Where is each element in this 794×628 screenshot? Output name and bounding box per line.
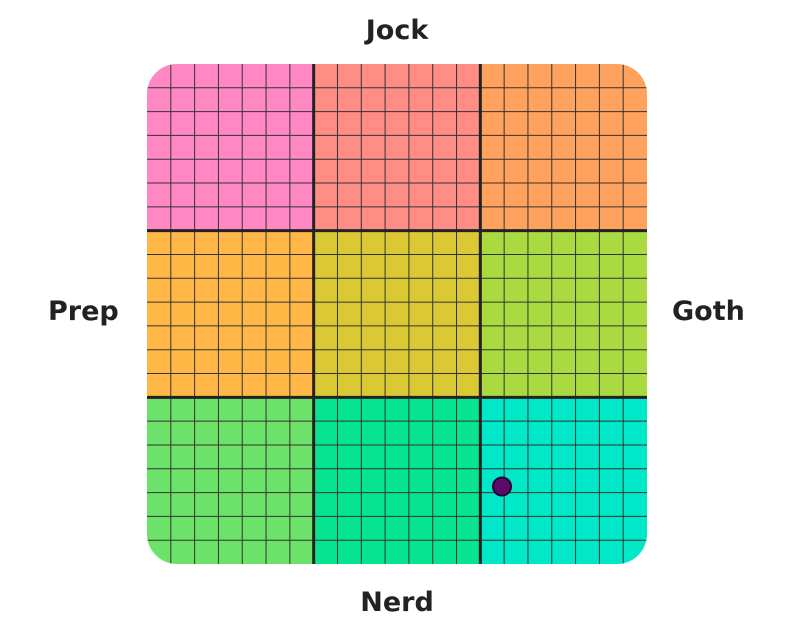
grid-cell-1-1 [313,230,481,398]
grid-cell-2-0 [147,397,315,564]
grid-cell-0-2 [480,64,647,232]
grid-cell-0-1 [313,64,481,232]
axis-label-right: Goth [672,296,745,327]
axis-label-left: Prep [48,296,119,327]
axis-label-bottom: Nerd [360,587,434,618]
grid-cell-0-0 [147,64,315,232]
position-marker [492,476,512,497]
grid-cell-1-2 [480,230,647,398]
grid-cell-1-0 [147,230,315,398]
grid-cell-2-1 [313,397,481,564]
compass-grid [147,64,647,564]
axis-label-top: Jock [365,15,429,46]
